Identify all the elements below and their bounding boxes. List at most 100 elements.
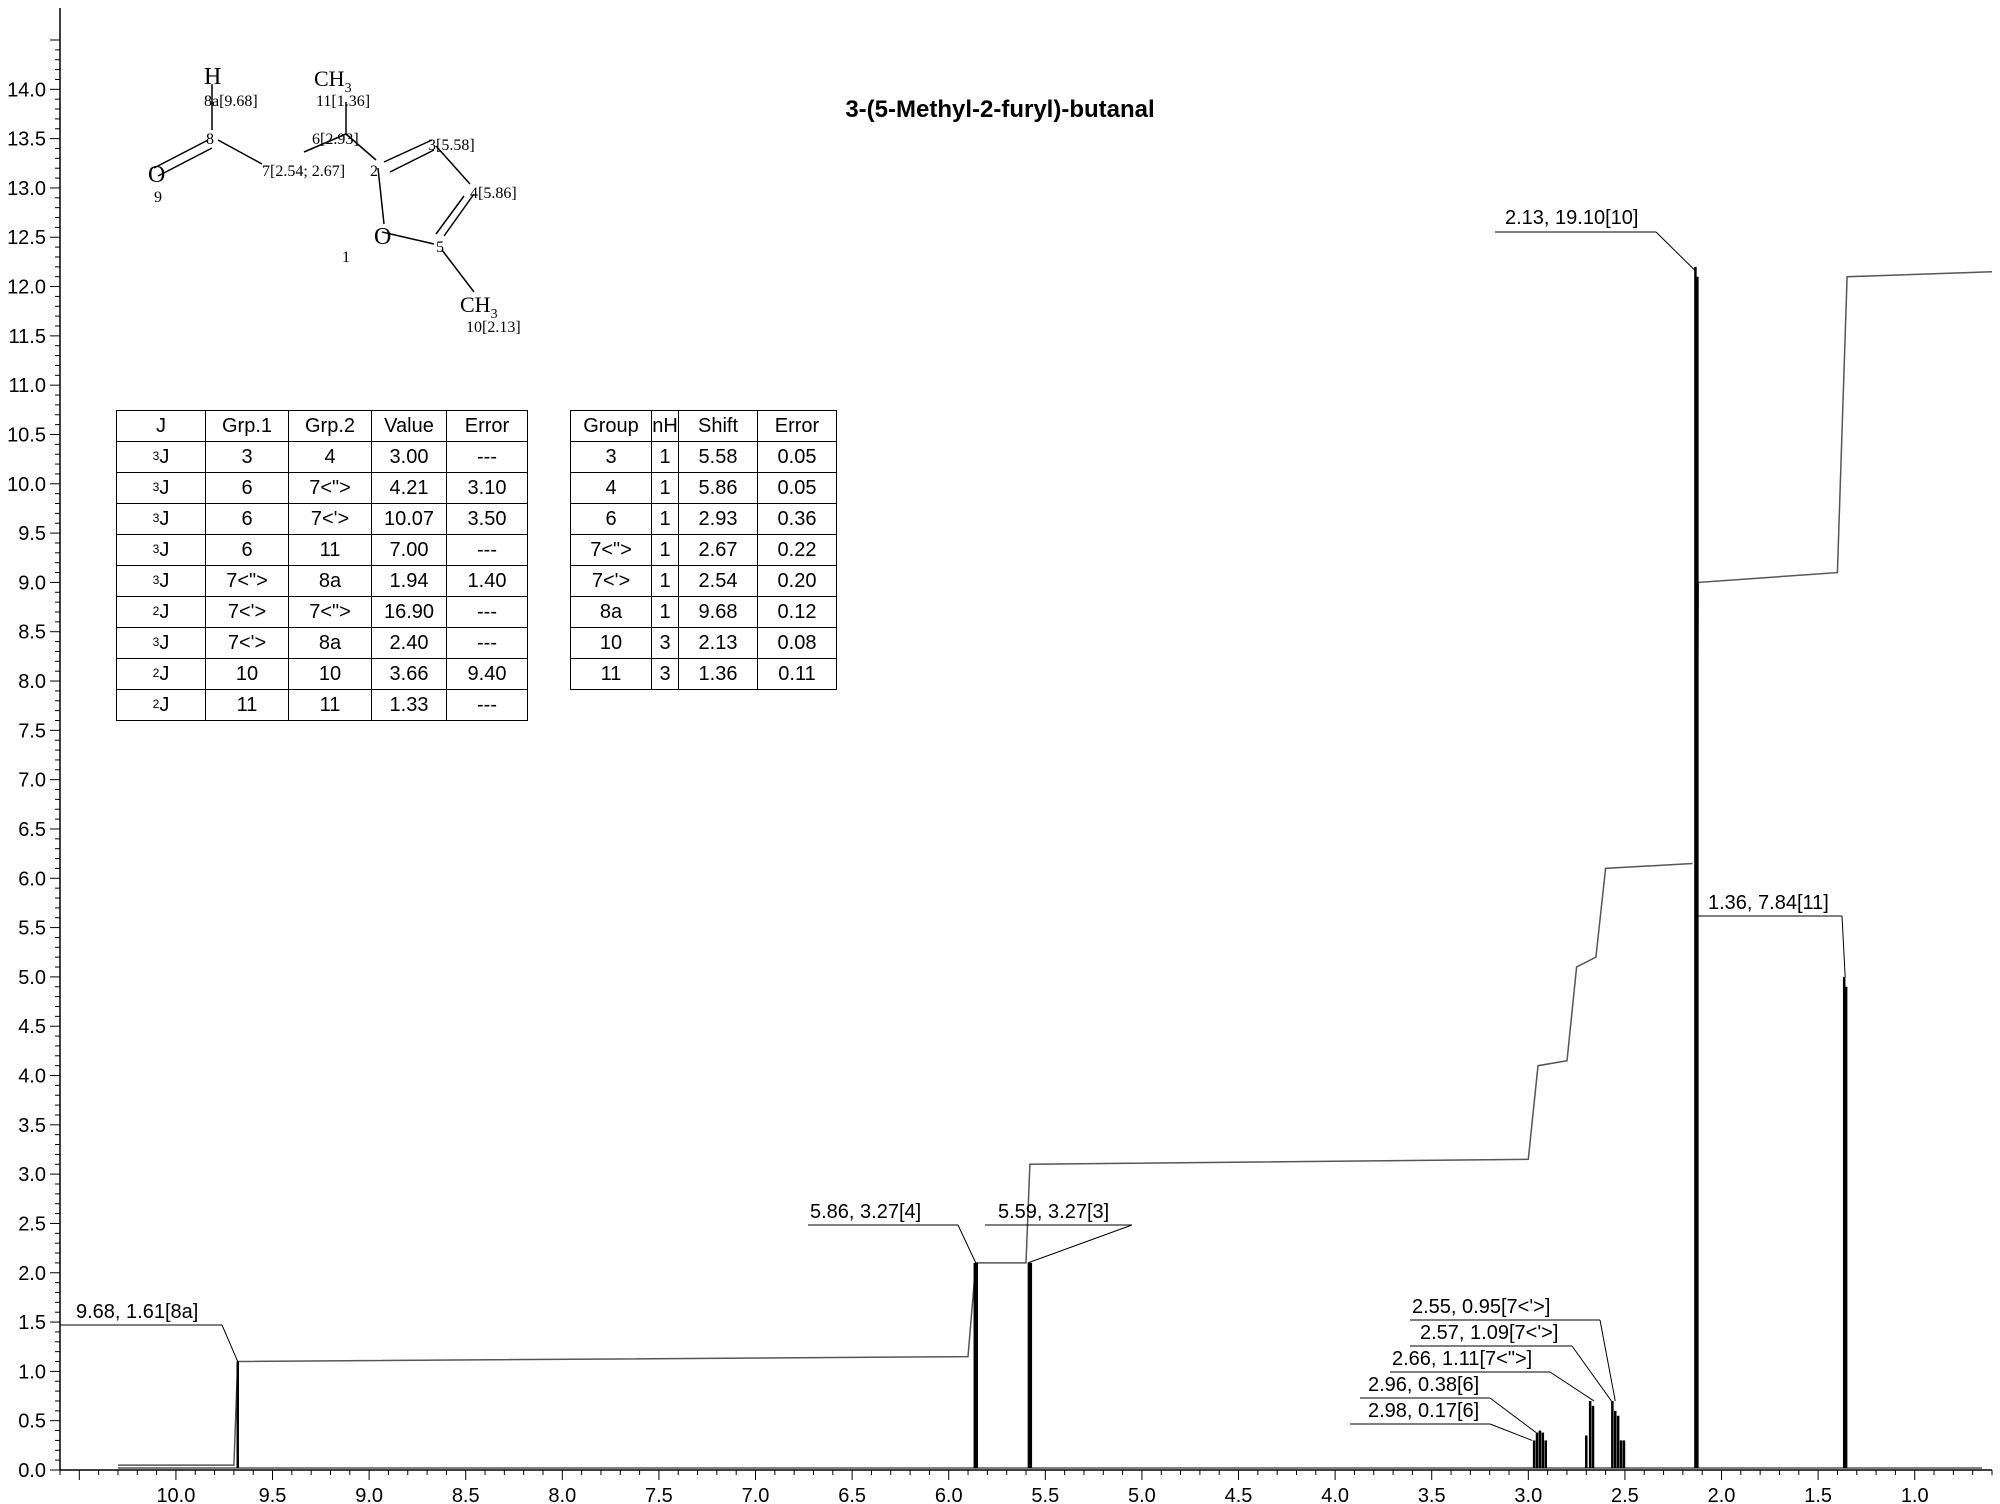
atom-9-label: 9	[154, 189, 162, 206]
y-tick-label: 13.0	[7, 178, 46, 200]
nh-cell: 1	[651, 441, 679, 473]
atom-5-label: 5	[436, 239, 444, 256]
table-row: 7<'> 1 2.54 0.20	[570, 565, 837, 597]
j-symbol: J	[159, 631, 170, 654]
error-cell: 9.40	[446, 658, 528, 690]
table-row: 3J 7<'> 8a 2.40 ---	[116, 627, 528, 659]
shift-table-header-cell: nH	[651, 410, 679, 442]
error-cell: 1.40	[446, 565, 528, 597]
shift-cell: 2.93	[678, 503, 758, 535]
annotation-leader	[221, 1324, 239, 1362]
integral-curve-1	[118, 862, 1693, 1466]
y-tick-label: 0.0	[18, 1460, 46, 1482]
j-order: 2	[152, 665, 160, 680]
x-tick-label: 1.5	[1804, 1485, 1832, 1504]
x-tick-label: 3.0	[1514, 1485, 1542, 1504]
y-tick-label: 8.5	[18, 622, 46, 644]
ch3-top-label: CH3	[314, 66, 352, 96]
annotation-leader	[957, 1224, 977, 1264]
y-tick-label: 12.5	[7, 227, 46, 249]
j-table-header-cell: Value	[371, 410, 447, 442]
y-tick-label: 7.5	[18, 720, 46, 742]
shift-table-header-cell: Group	[570, 410, 652, 442]
error-cell: 0.08	[757, 627, 837, 659]
j-symbol: J	[159, 693, 170, 716]
peak-annotation-label: 1.36, 7.84[11]	[1708, 892, 1829, 914]
y-tick-label: 7.0	[18, 770, 46, 792]
error-cell: ---	[446, 534, 528, 566]
error-cell: 0.05	[757, 441, 837, 473]
annotation-leader	[1489, 1423, 1533, 1441]
y-tick-label: 13.5	[7, 129, 46, 151]
nh-cell: 1	[651, 596, 679, 628]
nh-cell: 1	[651, 503, 679, 535]
x-tick-label: 3.5	[1418, 1485, 1446, 1504]
chart-title: 3-(5-Methyl-2-furyl)-butanal	[845, 96, 1155, 123]
chart-axes: 10.0 9.5 9.0 8.5 8.0 7.5 7.0 6.5 6.0 5.5 5.0 4.5 4.0…	[7, 8, 1993, 1504]
shift-table-header: Group nH Shift Error	[570, 410, 837, 442]
integral-curve-2	[1695, 271, 1993, 859]
table-row: 8a 1 9.68 0.12	[570, 596, 837, 628]
y-tick-label: 5.5	[18, 918, 46, 940]
error-cell: 0.36	[757, 503, 837, 535]
group2-cell: 7<'>	[288, 503, 372, 535]
atom-3-label: 3[5.58]	[428, 137, 475, 154]
y-tick-label: 6.0	[18, 868, 46, 890]
j-type-cell: 2J	[116, 689, 206, 721]
shift-cell: 5.58	[678, 441, 758, 473]
error-cell: ---	[446, 689, 528, 721]
j-order: 3	[152, 510, 160, 525]
value-cell: 16.90	[371, 596, 447, 628]
x-tick-label: 6.0	[935, 1485, 963, 1504]
value-cell: 7.00	[371, 534, 447, 566]
y-tick-label: 3.0	[18, 1164, 46, 1186]
peak-annotation-label: 5.86, 3.27[4]	[810, 1201, 921, 1223]
y-tick-label: 1.5	[18, 1312, 46, 1334]
y-tick-label: 11.0	[9, 375, 46, 397]
error-cell: 3.50	[446, 503, 528, 535]
carbonyl-o-label: O	[148, 162, 165, 188]
peak-annotation-label: 2.66, 1.11[7<">]	[1392, 1348, 1532, 1370]
y-tick-label: 4.5	[18, 1016, 46, 1038]
table-row: 11 3 1.36 0.11	[570, 658, 837, 690]
y-tick-label: 4.0	[18, 1066, 46, 1088]
shift-cell: 9.68	[678, 596, 758, 628]
j-type-cell: 2J	[116, 658, 206, 690]
j-type-cell: 3J	[116, 534, 206, 566]
table-row: 3J 6 7<'> 10.07 3.50	[116, 503, 528, 535]
error-cell: 0.22	[757, 534, 837, 566]
table-row: 10 3 2.13 0.08	[570, 627, 837, 659]
y-tick-label: 2.5	[18, 1213, 46, 1235]
atom-11-label: 11[1.36]	[316, 93, 370, 110]
y-tick-label: 9.5	[18, 523, 46, 545]
group2-cell: 10	[288, 658, 372, 690]
chemical-shifts-table: Group nH Shift Error 3 1 5.58 0.05 4 1 5.86 0.05 6 1…	[570, 410, 837, 690]
peak-annotation-label: 9.68, 1.61[8a]	[76, 1301, 198, 1323]
group2-cell: 8a	[288, 565, 372, 597]
shift-cell: 2.13	[678, 627, 758, 659]
j-order: 3	[152, 634, 160, 649]
annotation-leader	[1549, 1371, 1595, 1402]
group-cell: 11	[570, 658, 652, 690]
x-tick-label: 6.5	[838, 1485, 866, 1504]
y-tick-label: 0.5	[18, 1411, 46, 1433]
group1-cell: 7<'>	[205, 596, 289, 628]
value-cell: 2.40	[371, 627, 447, 659]
value-cell: 3.66	[371, 658, 447, 690]
nh-cell: 3	[651, 658, 679, 690]
atom-8-label: 8	[206, 131, 214, 148]
j-type-cell: 3J	[116, 441, 206, 473]
value-cell: 1.33	[371, 689, 447, 721]
nh-cell: 1	[651, 472, 679, 504]
x-tick-label: 8.5	[452, 1485, 480, 1504]
shift-table-header-cell: Shift	[678, 410, 758, 442]
j-type-cell: 3J	[116, 472, 206, 504]
table-row: 3 1 5.58 0.05	[570, 441, 837, 473]
nh-cell: 3	[651, 627, 679, 659]
j-order: 3	[152, 541, 160, 556]
group1-cell: 3	[205, 441, 289, 473]
j-symbol: J	[159, 600, 170, 623]
y-tick-label: 3.5	[18, 1115, 46, 1137]
group1-cell: 11	[205, 689, 289, 721]
